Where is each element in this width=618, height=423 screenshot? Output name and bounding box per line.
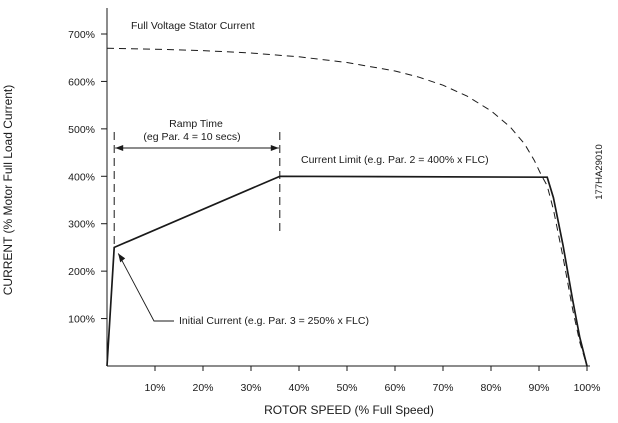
- y-tick-label: 700%: [68, 29, 95, 41]
- y-axis-ticks: 100% 200% 300% 400% 500% 600% 700%: [68, 29, 107, 326]
- ramp-arrow-head-right: [270, 145, 279, 151]
- ramp-time-marker: [113, 132, 281, 248]
- x-tick-label: 10%: [144, 382, 165, 394]
- y-tick-label: 400%: [68, 171, 95, 183]
- figure-code-label: 177HA29010: [594, 144, 605, 199]
- y-tick-label: 100%: [68, 314, 95, 326]
- x-axis-title: ROTOR SPEED (% Full Speed): [264, 403, 434, 417]
- x-axis-ticks: 10% 20% 30% 40% 50% 60% 70% 80% 90% 100%: [144, 366, 600, 394]
- x-tick-label: 40%: [288, 382, 309, 394]
- full-voltage-curve: [106, 47, 588, 367]
- x-tick-label: 60%: [384, 382, 405, 394]
- y-tick-label: 300%: [68, 219, 95, 231]
- x-tick-label: 80%: [480, 382, 501, 394]
- current-limit-curve: [106, 175, 588, 367]
- y-tick-label: 600%: [68, 76, 95, 88]
- x-tick-label: 90%: [528, 382, 549, 394]
- initial-current-label: Initial Current (e.g. Par. 3 = 250% x FL…: [179, 315, 369, 327]
- full-voltage-label: Full Voltage Stator Current: [131, 20, 255, 32]
- y-axis-title: CURRENT (% Motor Full Load Current): [1, 85, 15, 296]
- series-layer: [106, 47, 588, 367]
- x-tick-label: 50%: [336, 382, 357, 394]
- ramp-time-detail: (eg Par. 4 = 10 secs): [143, 131, 240, 143]
- current-limit-label: Current Limit (e.g. Par. 2 = 400% x FLC): [301, 154, 489, 166]
- y-tick-label: 500%: [68, 124, 95, 136]
- x-tick-label: 30%: [240, 382, 261, 394]
- x-tick-label: 20%: [192, 382, 213, 394]
- ramp-time-title: Ramp Time: [169, 118, 223, 130]
- initial-current-leader-line: [117, 253, 174, 322]
- x-tick-label: 100%: [574, 382, 601, 394]
- y-tick-label: 200%: [68, 266, 95, 278]
- initial-current-leader: [117, 253, 174, 322]
- x-tick-label: 70%: [432, 382, 453, 394]
- initial-current-arrow-head: [118, 253, 126, 263]
- ramp-arrow-head-left: [115, 145, 124, 151]
